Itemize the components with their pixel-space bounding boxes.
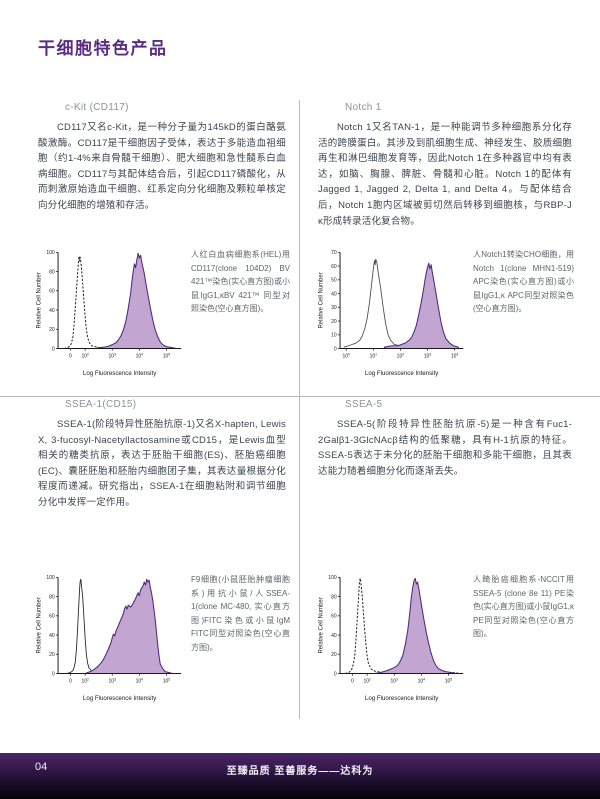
histogram-ssea-5: 0 20 40 60 80 100 0 102 103 104 105 Log Fluorescenc…	[319, 575, 464, 702]
svg-text:80: 80	[49, 594, 55, 600]
section-notch-1: Notch 1 Notch 1又名TAN-1，是一种能调节多种细胞系分化存活的跨…	[300, 100, 600, 397]
svg-text:70: 70	[331, 250, 337, 256]
histogram-notch-1: 0 10 20 30 40 50 60 70 100 101 102 103 104 Log Fluore…	[319, 250, 464, 377]
svg-text:0: 0	[69, 354, 72, 360]
svg-text:105: 105	[445, 678, 453, 685]
footer-slogan: 至臻品质 至善服务——达科为	[226, 766, 374, 777]
page-title: 干细胞特色产品	[38, 39, 168, 58]
section-body-ssea-1: SSEA-1(阶段特异性胚胎抗原-1)又名X-hapten, Lewis X, …	[38, 419, 286, 508]
svg-text:40: 40	[49, 633, 55, 639]
svg-text:20: 20	[49, 652, 55, 658]
page-footer: 04 至臻品质 至善服务——达科为	[0, 753, 600, 799]
svg-text:104: 104	[136, 678, 144, 685]
svg-text:100: 100	[343, 353, 351, 360]
section-grid: c-Kit (CD117) CD117又名c-Kit，是一种分子量为145kD的…	[0, 100, 600, 753]
svg-text:103: 103	[109, 678, 117, 685]
svg-text:101: 101	[370, 353, 378, 360]
section-heading-ssea-1: SSEA-1(CD15)	[65, 399, 137, 410]
svg-text:40: 40	[331, 291, 337, 297]
section-heading-notch-1: Notch 1	[345, 102, 382, 113]
svg-text:80: 80	[49, 269, 55, 275]
svg-text:102: 102	[397, 353, 405, 360]
svg-text:102: 102	[81, 678, 89, 685]
section-body-ssea-5: SSEA-5(阶段特异性胚胎抗原-5)是一种含有Fuc1-2Galβ1-3Glc…	[318, 419, 572, 477]
figure-ssea-5: 0 20 40 60 80 100 0 102 103 104 105 Log Fluorescenc…	[316, 568, 574, 704]
svg-text:102: 102	[81, 353, 89, 360]
svg-text:104: 104	[451, 353, 459, 360]
svg-text:60: 60	[331, 614, 337, 620]
svg-text:105: 105	[163, 678, 171, 685]
svg-text:102: 102	[363, 678, 371, 685]
svg-text:50: 50	[331, 278, 337, 284]
section-body-c-kit: CD117又名c-Kit，是一种分子量为145kD的蛋白酪氨酸激酶。CD117是…	[38, 122, 286, 211]
svg-text:0: 0	[334, 346, 337, 352]
svg-text:100: 100	[328, 575, 337, 581]
figure-caption-c-kit: 人红白血病细胞系(HEL)用CD117(clone 104D2) BV 421™…	[191, 250, 290, 313]
svg-text:60: 60	[331, 264, 337, 270]
svg-text:Log Fluorescence Intensity: Log Fluorescence Intensity	[83, 695, 157, 702]
svg-text:30: 30	[331, 305, 337, 311]
page-number: 04	[35, 761, 48, 773]
svg-text:80: 80	[331, 594, 337, 600]
svg-text:Relative Cell Number: Relative Cell Number	[319, 272, 325, 328]
section-heading-c-kit: c-Kit (CD117)	[65, 102, 129, 113]
svg-text:100: 100	[46, 575, 55, 581]
histogram-ssea-1: 0 20 40 60 80 100 0 102 103 104 105 Log Fluorescenc…	[37, 575, 182, 702]
svg-text:20: 20	[331, 319, 337, 325]
figure-ssea-1: 0 20 40 60 80 100 0 102 103 104 105 Log Fluorescenc…	[34, 568, 290, 704]
svg-text:Relative Cell Number: Relative Cell Number	[37, 597, 43, 653]
svg-text:104: 104	[418, 678, 426, 685]
figure-caption-notch-1: 人Notch1转染CHO细胞，用Notch 1(clone MHN1-519) …	[473, 250, 574, 313]
section-ssea-1: SSEA-1(CD15) SSEA-1(阶段特异性胚胎抗原-1)又名X-hapt…	[0, 397, 300, 753]
svg-text:100: 100	[46, 250, 55, 256]
section-heading-ssea-5: SSEA-5	[345, 399, 383, 410]
svg-text:0: 0	[334, 671, 337, 677]
figure-caption-ssea-5: 人畸胎癌细胞系-NCCIT用SSEA-5 (clone 8e 11) PE染色(…	[473, 575, 574, 638]
svg-text:0: 0	[69, 679, 72, 685]
svg-text:20: 20	[49, 327, 55, 333]
svg-text:40: 40	[331, 633, 337, 639]
svg-text:0: 0	[52, 671, 55, 677]
figure-caption-ssea-1: F9细胞(小鼠胚胎肿瘤细胞系)用抗小鼠/人SSEA-1(clone MC-480…	[191, 575, 290, 652]
svg-text:104: 104	[136, 353, 144, 360]
histogram-c-kit: 0 20 40 60 80 100 0 102 103 104 105 Log Fluorescenc…	[37, 250, 182, 377]
svg-text:20: 20	[331, 652, 337, 658]
svg-text:40: 40	[49, 308, 55, 314]
svg-text:60: 60	[49, 614, 55, 620]
svg-text:Log Fluorescence Intensity: Log Fluorescence Intensity	[365, 370, 439, 377]
svg-text:Log Fluorescence Intensity: Log Fluorescence Intensity	[365, 695, 439, 702]
section-c-kit: c-Kit (CD117) CD117又名c-Kit，是一种分子量为145kD的…	[0, 100, 300, 397]
figure-notch-1: 0 10 20 30 40 50 60 70 100 101 102 103 104 Log Fluore…	[316, 243, 574, 379]
svg-text:Relative Cell Number: Relative Cell Number	[319, 597, 325, 653]
svg-text:Log Fluorescence Intensity: Log Fluorescence Intensity	[83, 370, 157, 377]
figure-c-kit: 0 20 40 60 80 100 0 102 103 104 105 Log Fluorescenc…	[34, 243, 290, 379]
svg-text:103: 103	[424, 353, 432, 360]
section-body-notch-1: Notch 1又名TAN-1，是一种能调节多种细胞系分化存活的跨膜蛋白。其涉及到…	[318, 122, 572, 227]
svg-text:10: 10	[331, 333, 337, 339]
svg-text:0: 0	[52, 346, 55, 352]
svg-text:103: 103	[391, 678, 399, 685]
svg-text:103: 103	[109, 353, 117, 360]
svg-text:105: 105	[163, 353, 171, 360]
svg-text:Relative Cell Number: Relative Cell Number	[37, 272, 43, 328]
svg-text:60: 60	[49, 289, 55, 295]
svg-text:0: 0	[351, 679, 354, 685]
section-ssea-5: SSEA-5 SSEA-5(阶段特异性胚胎抗原-5)是一种含有Fuc1-2Gal…	[300, 397, 600, 753]
